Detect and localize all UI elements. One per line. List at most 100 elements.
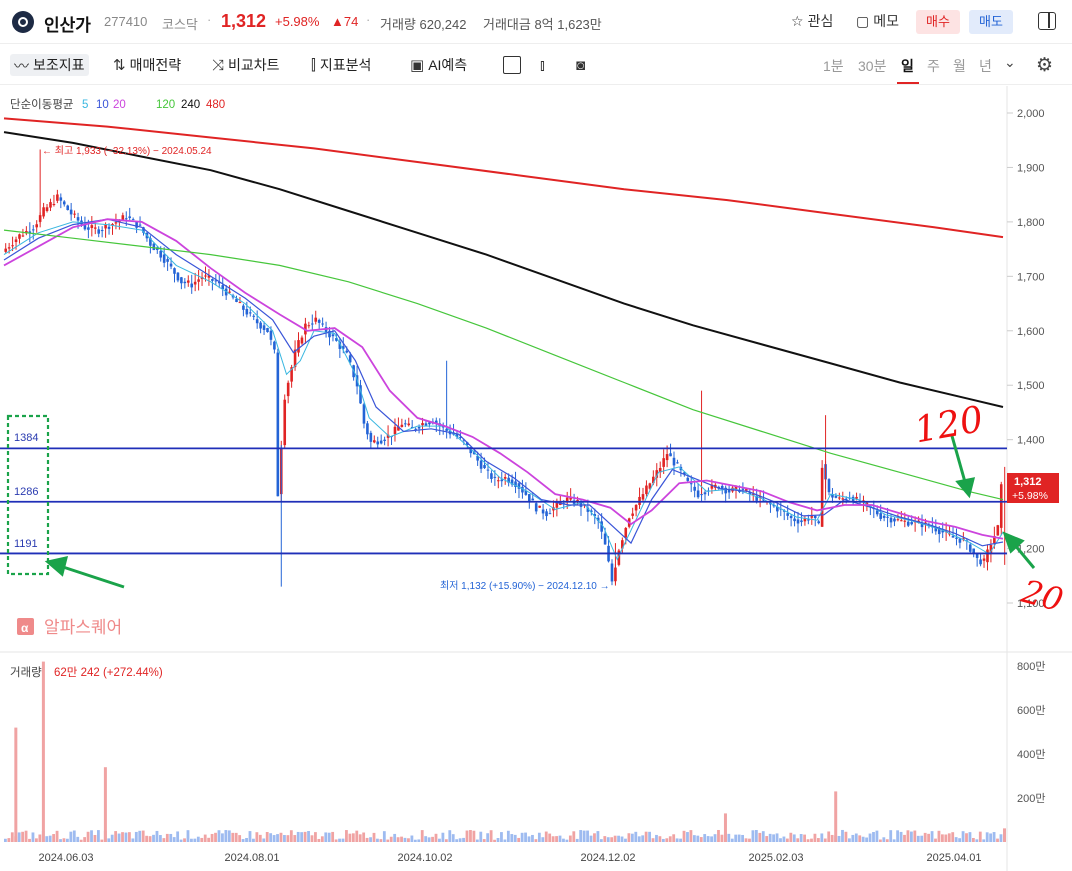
volume-bar <box>775 833 779 842</box>
volume-bar <box>761 831 765 842</box>
volume-bar <box>152 834 155 842</box>
candle-body <box>841 498 845 500</box>
strategy-button[interactable]: ⇅ 매매전략 <box>113 54 181 76</box>
volume-bar <box>810 838 813 842</box>
indicators-button[interactable]: 〰 보조지표 <box>10 54 89 76</box>
ma-label-480: 480 <box>206 99 225 111</box>
candle-type-button[interactable]: ⫾ <box>540 54 545 76</box>
candle-body <box>514 481 517 488</box>
candle-body <box>87 227 90 230</box>
chart-toolbar: 〰 보조지표 ⇅ 매매전략 ⤨ 비교차트 ⫿ 지표분석 ▣ AI예측 ⫾ ◙ 1… <box>0 45 1072 85</box>
volume-bar <box>134 831 138 842</box>
candle-body <box>76 217 80 221</box>
volume-bar <box>196 836 200 842</box>
volume-bar <box>472 830 476 842</box>
volume-bar <box>458 838 462 842</box>
volume-bar <box>21 831 25 842</box>
volume-bar <box>555 836 558 842</box>
volume-bar <box>482 839 486 842</box>
volume-bar <box>148 836 152 842</box>
volume-bar <box>851 834 855 842</box>
volume-bar <box>896 830 900 842</box>
candle-body <box>720 485 724 489</box>
candle-body <box>724 487 727 494</box>
volume-bar <box>365 837 369 842</box>
volume-bar <box>889 830 893 842</box>
candle-body <box>14 239 18 243</box>
memo-button[interactable]: ▢ 메모 <box>856 11 899 31</box>
candle-body <box>372 440 376 443</box>
volume-bar <box>286 835 290 842</box>
volume-bar <box>258 834 262 842</box>
date-axis: 2024.06.03 2024.08.01 2024.10.02 2024.12.02… <box>38 852 981 864</box>
volume-bar <box>503 839 507 842</box>
volume-bar <box>999 834 1003 842</box>
candle-body <box>910 522 913 525</box>
volume-bar <box>579 830 583 842</box>
candle-body <box>266 328 269 333</box>
shuffle-icon: ⤨ <box>212 56 225 74</box>
screenshot-button[interactable]: ◙ <box>576 54 585 76</box>
drawing-square-icon[interactable] <box>503 56 521 74</box>
price-chart[interactable]: 2,000 1,900 1,800 1,700 1,600 1,500 1,400 1,200… <box>0 86 1072 871</box>
volume-bar <box>958 838 962 842</box>
candle-body <box>838 497 841 499</box>
period-year[interactable]: 년 <box>979 58 992 74</box>
volume-bar <box>996 838 999 842</box>
sell-button[interactable]: 매도 <box>969 10 1013 34</box>
compare-button[interactable]: ⤨ 비교차트 <box>212 54 280 76</box>
volume-bar <box>703 834 707 842</box>
gear-icon[interactable]: ⚙ <box>1036 55 1054 76</box>
period-selected-indicator <box>897 82 919 84</box>
candlesticks <box>4 149 1006 587</box>
volume-bar <box>17 832 21 842</box>
chevron-down-icon[interactable]: ⌄ <box>1004 54 1016 70</box>
period-1min[interactable]: 1분 <box>823 58 844 74</box>
volume-bar <box>479 831 483 842</box>
volume-bar <box>744 838 748 842</box>
candle-body <box>689 483 693 485</box>
volume-bar <box>255 832 259 842</box>
volume-bar <box>927 833 931 842</box>
candle-body <box>197 279 200 282</box>
volume-bar <box>424 836 428 842</box>
ma-line-480 <box>3 117 1004 239</box>
high-annotation: ← 최고 1,933 (−32.13%) − 2024.05.24 <box>42 145 212 157</box>
candle-body <box>486 469 490 471</box>
candle-body <box>507 477 510 483</box>
watch-button[interactable]: ☆ 관심 <box>791 11 833 31</box>
volume-bar <box>169 833 173 842</box>
candle-body <box>248 312 252 314</box>
candle-body <box>166 259 169 262</box>
candle-body <box>35 224 39 228</box>
volume-bar <box>283 835 286 842</box>
volume-bar <box>713 834 717 842</box>
candle-body <box>369 432 373 442</box>
candle-body <box>510 479 514 485</box>
volume-bar <box>675 838 679 842</box>
buy-button[interactable]: 매수 <box>916 10 960 34</box>
candle-body <box>410 426 414 428</box>
volume-bar <box>606 837 610 842</box>
candle-body <box>407 423 411 426</box>
period-30min[interactable]: 30분 <box>858 58 887 74</box>
volume-bar <box>417 839 421 842</box>
price-tick-label: 1,800 <box>1017 217 1045 229</box>
analysis-button[interactable]: ⫿ 지표분석 <box>311 54 371 76</box>
side-panel-icon[interactable] <box>1038 12 1056 30</box>
candle-body <box>710 484 714 489</box>
period-week[interactable]: 주 <box>927 58 940 74</box>
period-day[interactable]: 일 <box>901 58 914 74</box>
volume-bar <box>300 832 304 842</box>
candle-body <box>383 439 386 441</box>
price-axis: 2,000 1,900 1,800 1,700 1,600 1,500 1,400 1,200… <box>1007 108 1045 610</box>
volume-bar <box>62 838 66 842</box>
candle-body <box>662 458 665 467</box>
volume-bar <box>734 834 738 842</box>
ai-predict-button[interactable]: ▣ AI예측 <box>410 54 467 76</box>
candle-body <box>986 549 989 563</box>
volume-bar <box>916 835 920 842</box>
candle-body <box>114 222 118 224</box>
volume-bar <box>624 838 627 842</box>
period-month[interactable]: 월 <box>953 58 966 74</box>
